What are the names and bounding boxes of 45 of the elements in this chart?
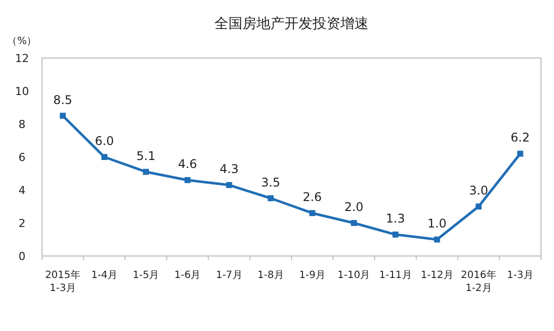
- x-tick-label: 1-3月: [507, 270, 534, 281]
- point: [392, 232, 398, 238]
- text: 6.0: [94, 134, 114, 148]
- x-tick-label: 1-5月: [132, 270, 160, 281]
- text: 3.0: [469, 184, 488, 198]
- text: 5.1: [136, 148, 156, 163]
- y-tick-label: 12: [15, 52, 29, 65]
- point: [101, 154, 108, 160]
- x-tick-label: 1-6月: [174, 270, 201, 281]
- x-tick-label: 2016年 1-2月: [460, 269, 496, 294]
- y-tick-label: 2: [18, 217, 26, 230]
- x-tick-label: 1-10月: [338, 270, 370, 281]
- x-tick-label: 1-8月: [258, 270, 284, 281]
- point: [268, 195, 274, 202]
- point: [476, 204, 482, 210]
- point: [309, 210, 316, 216]
- y-tick-label: 0: [18, 250, 26, 263]
- point: [517, 150, 524, 157]
- y-axis-title: （%）: [7, 36, 37, 47]
- text: 8.5: [53, 92, 72, 107]
- text: 1.3: [386, 212, 406, 226]
- point: [434, 236, 440, 242]
- x-tick-label: 1-11月: [379, 270, 412, 281]
- point: [350, 220, 357, 226]
- text: 2.0: [344, 200, 364, 214]
- point: [142, 168, 149, 175]
- text: 2.6: [302, 190, 322, 204]
- point: [184, 177, 191, 184]
- text: 4.3: [220, 162, 239, 176]
- x-tick-label: 2015年 1-3月: [45, 269, 81, 294]
- point: [226, 182, 232, 188]
- text: 3.5: [261, 175, 280, 190]
- x-tick-label: 1-7月: [216, 270, 242, 281]
- text: 6.2: [510, 130, 530, 145]
- x-tick-label: 1-4月: [91, 270, 118, 281]
- y-tick-label: 8: [18, 118, 26, 131]
- y-tick-label: 4: [18, 184, 26, 197]
- y-tick-label: 10: [15, 85, 29, 98]
- y-tick-label: 6: [18, 151, 26, 164]
- text: 1.0: [427, 216, 447, 230]
- text: 4.6: [178, 157, 198, 172]
- x-tick-label: 1-12月: [420, 270, 454, 281]
- chart-title: 全国房地产开发投资增速: [214, 16, 368, 32]
- point: [60, 112, 66, 119]
- x-tick-label: 1-9月: [299, 270, 326, 281]
